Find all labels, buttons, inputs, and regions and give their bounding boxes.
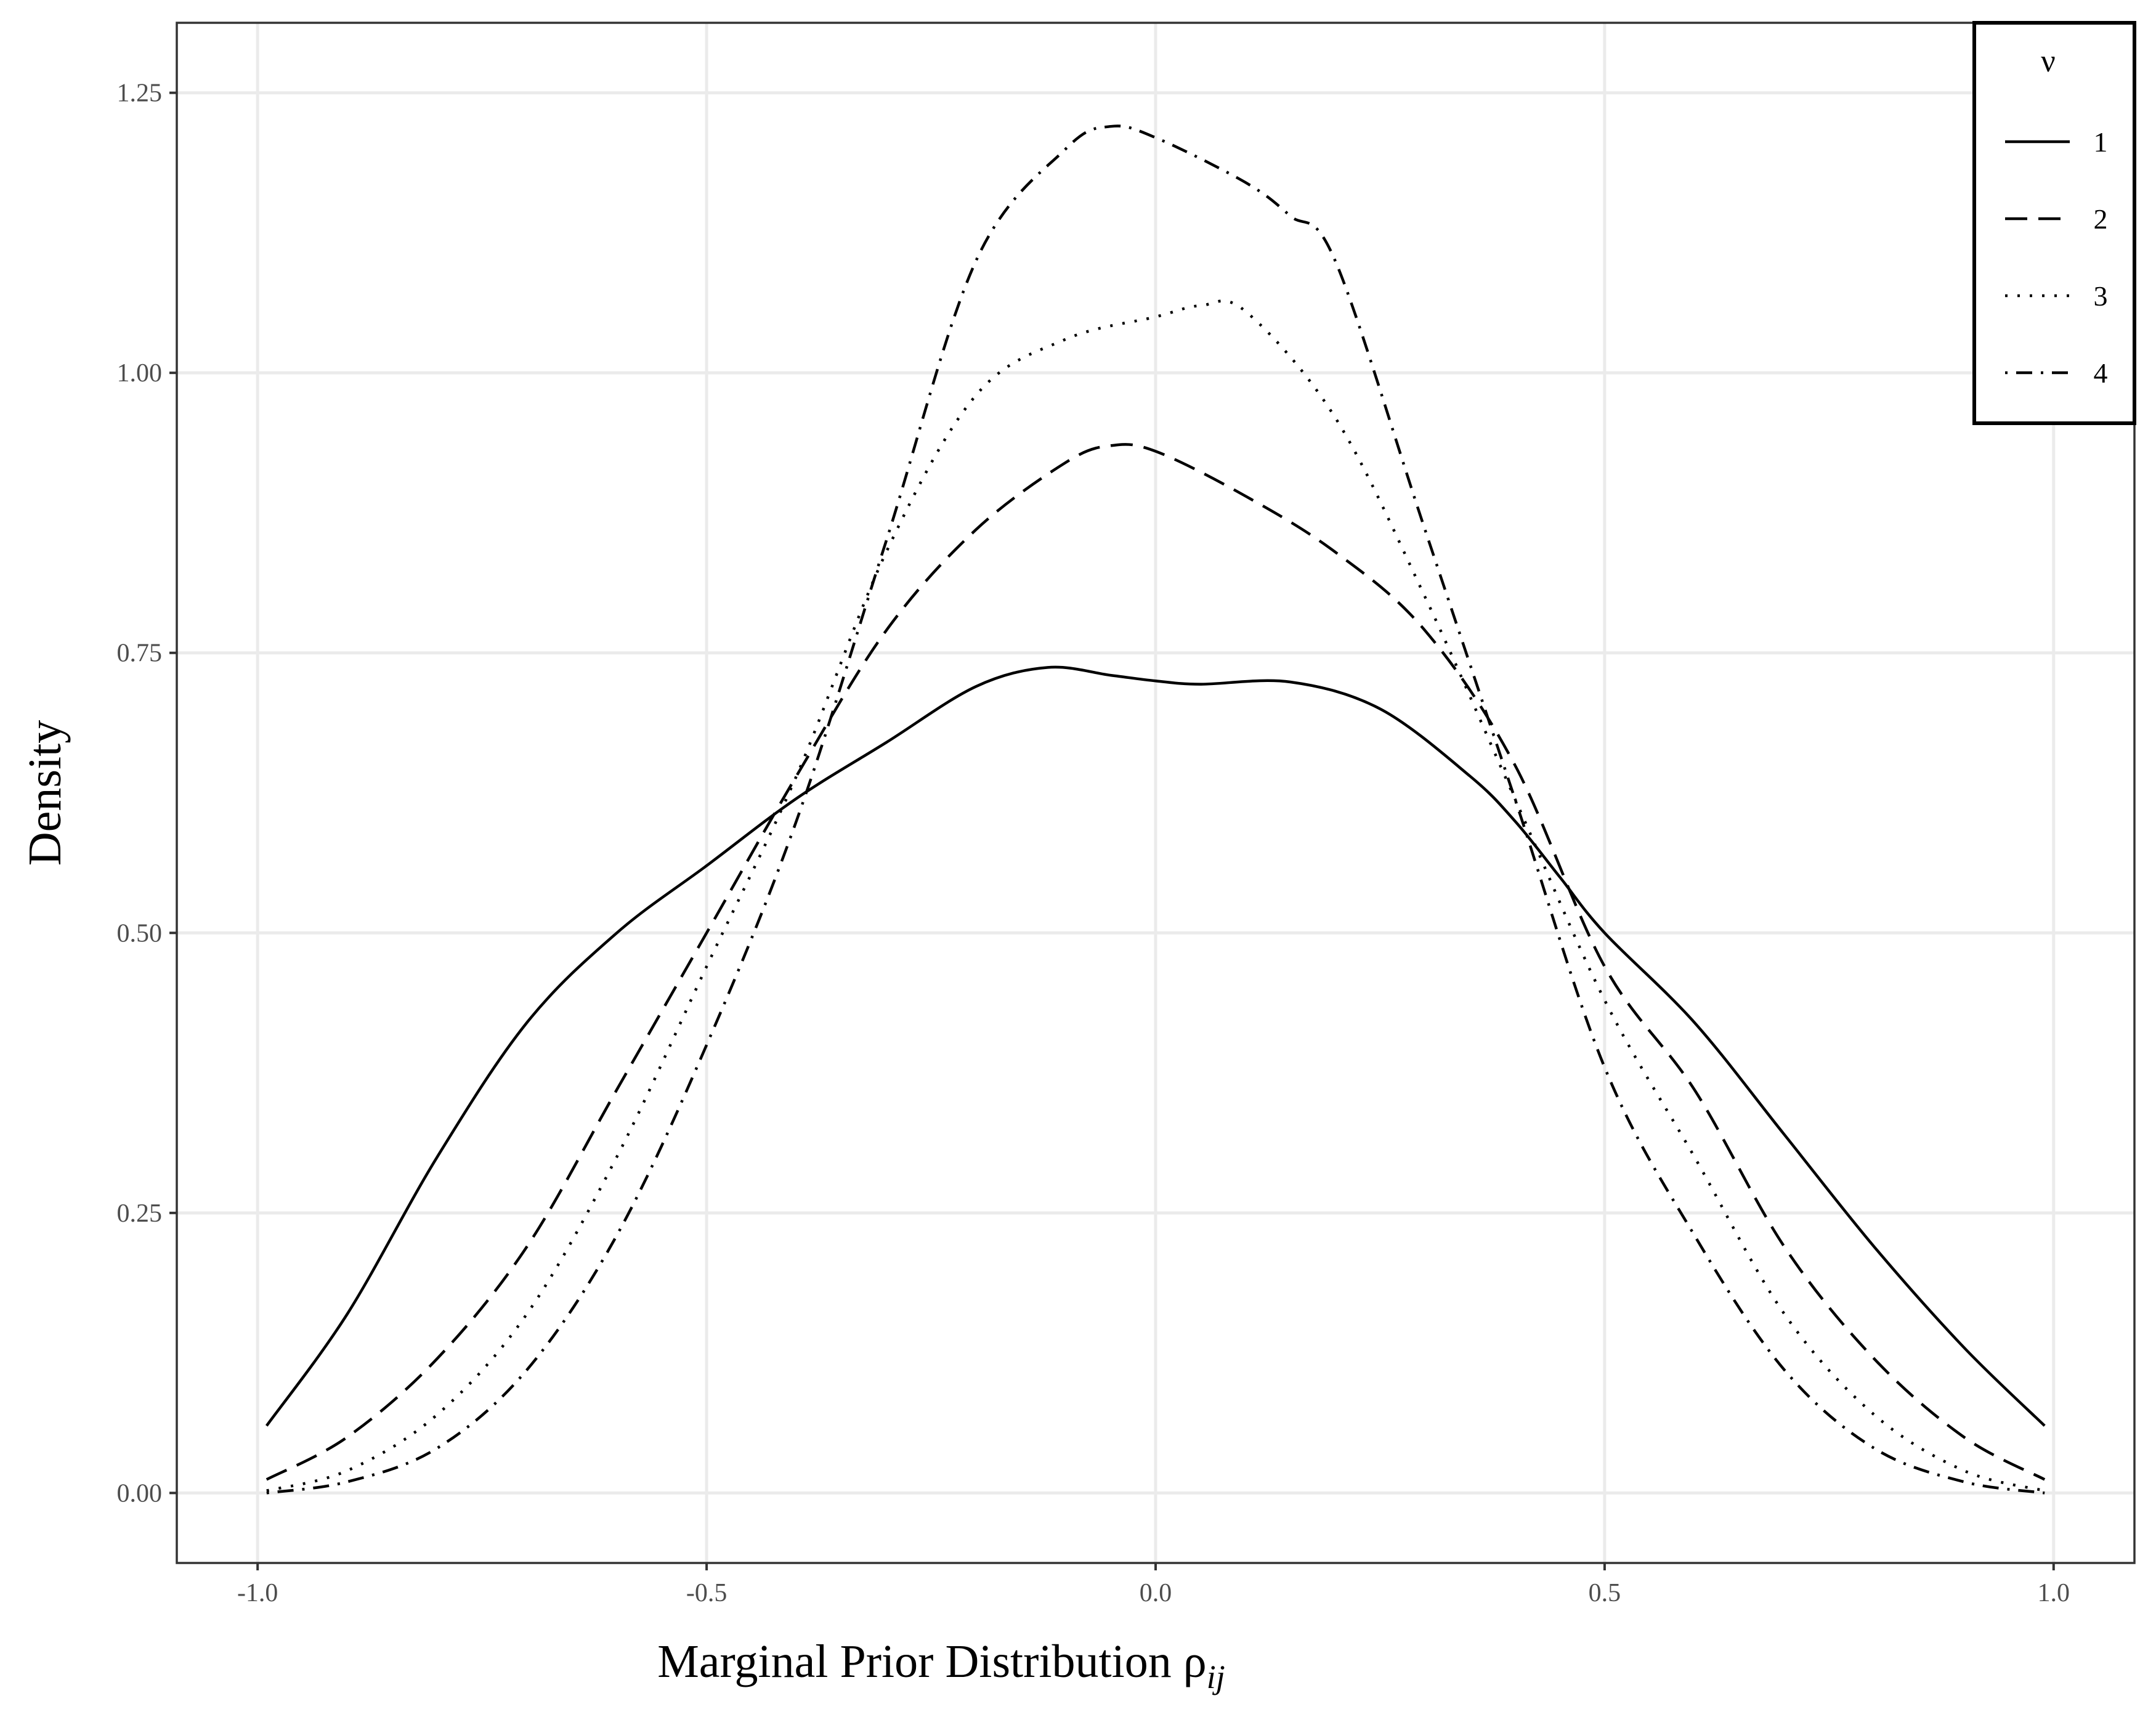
legend: ν 1 2 3 4 <box>1972 21 2136 425</box>
series-line-2 <box>265 443 2046 1481</box>
grid <box>177 23 2134 1563</box>
legend-label-4: 4 <box>2094 357 2108 389</box>
legend-label-3: 3 <box>2094 280 2108 312</box>
series-line-1 <box>265 665 2046 1427</box>
y-tick-label-5: 1.25 <box>117 79 163 108</box>
x-tick-label-4: 1.0 <box>2038 1579 2070 1607</box>
x-axis-title: Marginal Prior Distribution ρij <box>657 1636 1225 1695</box>
x-tick-label-2: 0.0 <box>1140 1579 1172 1607</box>
legend-title: ν <box>2041 44 2056 79</box>
y-axis: 0.00 0.25 0.50 0.75 1.00 1.25 <box>117 79 177 1508</box>
x-axis: -1.0 -0.5 0.0 0.5 1.0 <box>237 1563 2070 1607</box>
series-lines <box>265 124 2046 1495</box>
x-tick-label-3: 0.5 <box>1589 1579 1621 1607</box>
legend-box <box>1972 21 2136 425</box>
y-tick-label-3: 0.75 <box>117 639 163 668</box>
x-tick-label-1: -0.5 <box>686 1579 727 1607</box>
y-axis-title: Density <box>19 720 71 866</box>
y-tick-label-1: 0.25 <box>117 1199 163 1228</box>
x-tick-label-0: -1.0 <box>237 1579 278 1607</box>
y-tick-label-0: 0.00 <box>117 1479 163 1508</box>
legend-label-2: 2 <box>2094 203 2108 235</box>
series-line-4 <box>266 124 2045 1495</box>
y-tick-label-4: 1.00 <box>117 359 163 388</box>
y-tick-label-2: 0.50 <box>117 919 163 948</box>
legend-label-1: 1 <box>2094 126 2108 158</box>
